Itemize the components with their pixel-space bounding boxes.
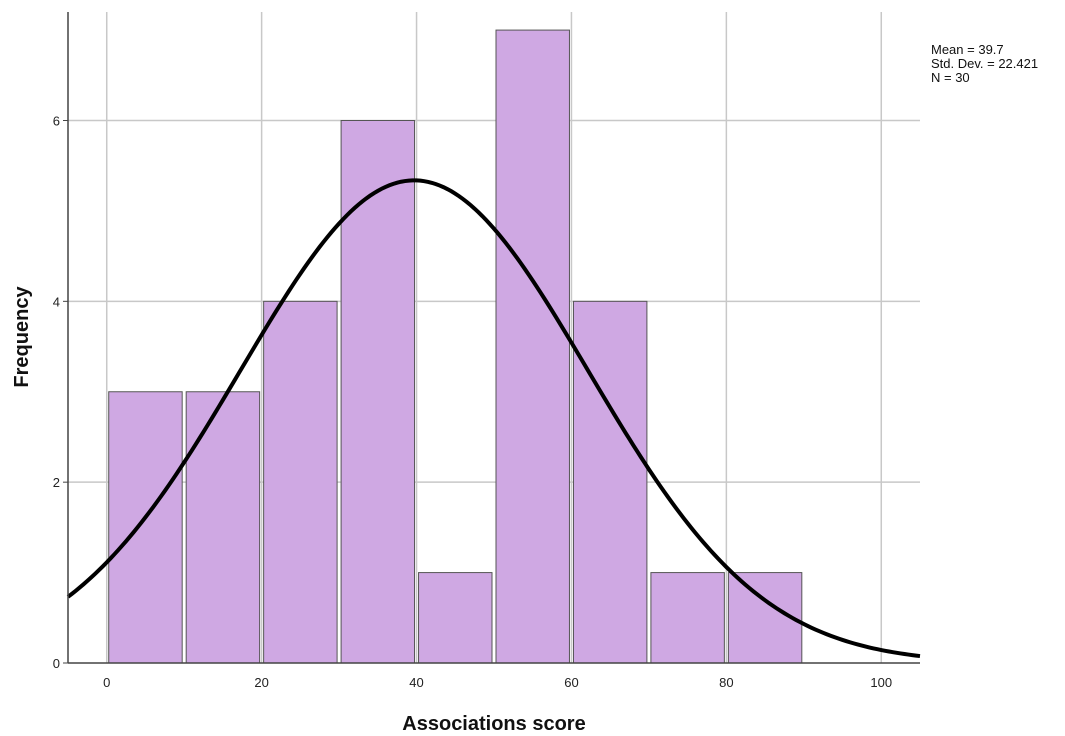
x-tick-labels: 0 20 40 60 80 100 [103, 675, 892, 690]
y-tick-labels: 0 2 4 6 [53, 114, 68, 671]
histogram-bar [650, 572, 725, 664]
x-axis-title: Associations score [402, 713, 585, 735]
x-tick-label: 0 [103, 675, 110, 690]
histogram-bars [108, 29, 803, 664]
mean-label: Mean = 39.7 [931, 42, 1004, 57]
histogram-bar [495, 29, 570, 664]
y-tick-label: 2 [53, 475, 60, 490]
histogram-bar [263, 300, 338, 664]
stats-box: Mean = 39.7 Std. Dev. = 22.421 N = 30 [931, 43, 1038, 85]
histogram-bar [572, 300, 648, 664]
x-tick-label: 100 [870, 675, 892, 690]
x-tick-label: 80 [719, 675, 733, 690]
histogram-bar [185, 391, 261, 664]
y-tick-label: 4 [53, 294, 60, 309]
histogram-bar [340, 120, 416, 664]
x-tick-label: 20 [254, 675, 268, 690]
y-axis-title: Frequency [11, 286, 33, 388]
n-label: N = 30 [931, 70, 970, 85]
x-tick-label: 40 [409, 675, 423, 690]
std-dev-label: Std. Dev. = 22.421 [931, 56, 1039, 71]
y-tick-label: 6 [53, 114, 60, 129]
normal-curve [66, 178, 921, 659]
y-tick-label: 0 [53, 656, 60, 671]
x-tick-label: 60 [564, 675, 578, 690]
histogram-bar [108, 391, 183, 664]
histogram-bar [418, 572, 493, 664]
